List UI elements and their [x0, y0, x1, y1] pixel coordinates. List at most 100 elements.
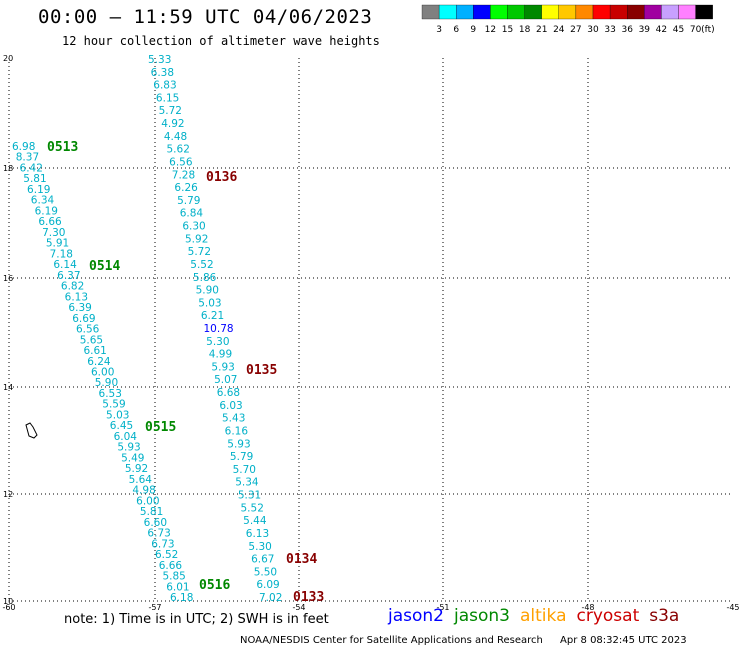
wave-height-value: 5.64 — [129, 474, 153, 486]
wave-height-value: 5.34 — [235, 477, 259, 489]
wave-height-value: 4.48 — [164, 131, 187, 143]
legend-label: 15 — [502, 25, 513, 35]
wave-height-value: 6.82 — [61, 281, 84, 293]
pass-label: 0133 — [293, 590, 324, 605]
legend-label: 39 — [639, 25, 651, 35]
wave-height-value: 6.73 — [151, 538, 174, 550]
wave-height-value: 6.19 — [27, 184, 50, 196]
legend-label: 27 — [570, 25, 581, 35]
wave-height-value: 4.99 — [209, 349, 232, 361]
wave-height-value: 5.59 — [102, 399, 125, 411]
wave-height-value: 5.70 — [233, 464, 256, 476]
wave-height-value: 6.67 — [251, 554, 274, 566]
x-tick-label: -51 — [436, 603, 449, 610]
wave-height-value: 5.79 — [177, 195, 200, 207]
wave-height-value: 6.56 — [169, 156, 193, 168]
wave-height-value: 6.15 — [156, 92, 179, 104]
credit-line: NOAA/NESDIS Center for Satellite Applica… — [240, 635, 687, 646]
wave-height-value: 5.93 — [227, 438, 250, 450]
wave-height-value: 6.00 — [91, 367, 114, 379]
wave-height-value: 5.93 — [117, 442, 140, 454]
wave-height-value: 5.52 — [190, 259, 213, 271]
wave-height-value: 5.91 — [46, 238, 69, 250]
units-note: note: 1) Time is in UTC; 2) SWH is in fe… — [64, 612, 329, 627]
pass-label: 0134 — [286, 552, 317, 567]
wave-height-value: 6.69 — [72, 313, 95, 325]
wave-height-value: 5.33 — [148, 54, 171, 66]
x-tick-label: -48 — [581, 603, 594, 610]
wave-height-value: 5.92 — [125, 463, 148, 475]
wave-height-value: 6.16 — [225, 425, 249, 437]
wave-height-value: 6.13 — [65, 291, 88, 303]
color-legend: 3 6 9 12 15 18 21 24 27 30 33 36 39 42 45 70 (ft) — [421, 4, 715, 35]
wave-height-value: 4.98 — [132, 485, 155, 497]
pass-label: 0136 — [206, 170, 237, 185]
y-tick-label: 20 — [3, 54, 13, 63]
wave-height-value: 8.37 — [16, 152, 39, 164]
wave-height-value: 5.90 — [196, 285, 219, 297]
wave-height-value: 6.18 — [170, 592, 193, 604]
wave-height-value: 5.65 — [80, 334, 103, 346]
wave-height-value: 6.01 — [166, 581, 189, 593]
wave-height-value: 6.14 — [53, 259, 77, 271]
x-tick-label: -57 — [148, 603, 161, 610]
wave-height-value: 6.73 — [147, 528, 170, 540]
wave-height-value: 5.52 — [241, 502, 264, 514]
map-grid — [8, 58, 733, 602]
legend-label: 33 — [604, 25, 615, 35]
legend-unit: (ft) — [701, 25, 715, 35]
wave-height-value: 5.03 — [106, 409, 129, 421]
wave-height-value: 6.24 — [87, 356, 111, 368]
wave-height-value: 6.26 — [174, 182, 198, 194]
legend-label: 36 — [621, 25, 633, 35]
wave-height-value: 6.66 — [159, 560, 183, 572]
pass-labels: 0513 0514 0515 0516 0136 0135 0134 0133 — [47, 140, 324, 605]
x-tick-label: -45 — [726, 603, 739, 610]
page-subtitle: 12 hour collection of altimeter wave hei… — [62, 34, 380, 48]
wave-height-value: 6.56 — [76, 324, 100, 336]
wave-height-value: 5.43 — [222, 413, 245, 425]
pass-label: 0515 — [145, 420, 176, 435]
wave-height-value: 6.68 — [217, 387, 240, 399]
y-tick-label: 12 — [3, 490, 13, 499]
wave-height-value: 6.52 — [155, 549, 178, 561]
legend-label: 21 — [536, 25, 547, 35]
wave-height-value: 6.60 — [144, 517, 167, 529]
y-tick-label: 18 — [3, 164, 13, 173]
legend-label: 45 — [673, 25, 684, 35]
pass-label: 0514 — [89, 259, 120, 274]
legend-label: 12 — [485, 25, 496, 35]
generated-timestamp: Apr 8 08:32:45 UTC 2023 — [560, 635, 687, 646]
wave-height-value: 5.62 — [167, 144, 190, 156]
legend-label: 3 — [436, 25, 442, 35]
y-tick-label: 10 — [3, 597, 13, 606]
wave-height-value: 7.28 — [172, 169, 195, 181]
legend-label: 70 — [690, 25, 702, 35]
wave-height-value: 6.21 — [201, 310, 224, 322]
wave-height-value: 7.02 — [259, 592, 282, 604]
wave-height-value: 6.37 — [57, 270, 80, 282]
wave-height-value: 7.30 — [42, 227, 65, 239]
wave-height-value: 5.79 — [230, 451, 253, 463]
wave-height-value: 6.19 — [35, 205, 58, 217]
wave-height-value: 6.03 — [219, 400, 242, 412]
wave-height-value: 5.31 — [238, 490, 261, 502]
satellite-label-jason3: jason3 — [454, 606, 510, 626]
wave-height-value: 6.00 — [136, 495, 159, 507]
legend-label: 30 — [587, 25, 599, 35]
wave-height-value: 5.92 — [185, 233, 208, 245]
wave-height-value: 5.30 — [248, 541, 271, 553]
satellite-label-s3a: s3a — [649, 606, 680, 626]
wave-height-value: 5.81 — [140, 506, 163, 518]
satellite-label-jason2: jason2 — [388, 606, 444, 626]
track-values: 5.336.386.836.155.724.924.485.626.567.28… — [12, 54, 282, 604]
wave-height-value: 6.61 — [83, 345, 106, 357]
x-tick-label: -60 — [2, 603, 15, 610]
wave-height-value: 5.03 — [198, 297, 221, 309]
axis-ticks: -60 -57 -54 -51 -48 -45 20 18 16 14 12 10 — [2, 54, 739, 610]
wave-height-value: 5.72 — [159, 105, 182, 117]
pass-label: 0513 — [47, 140, 78, 155]
wave-height-value: 6.13 — [246, 528, 269, 540]
wave-height-value: 5.86 — [193, 272, 217, 284]
